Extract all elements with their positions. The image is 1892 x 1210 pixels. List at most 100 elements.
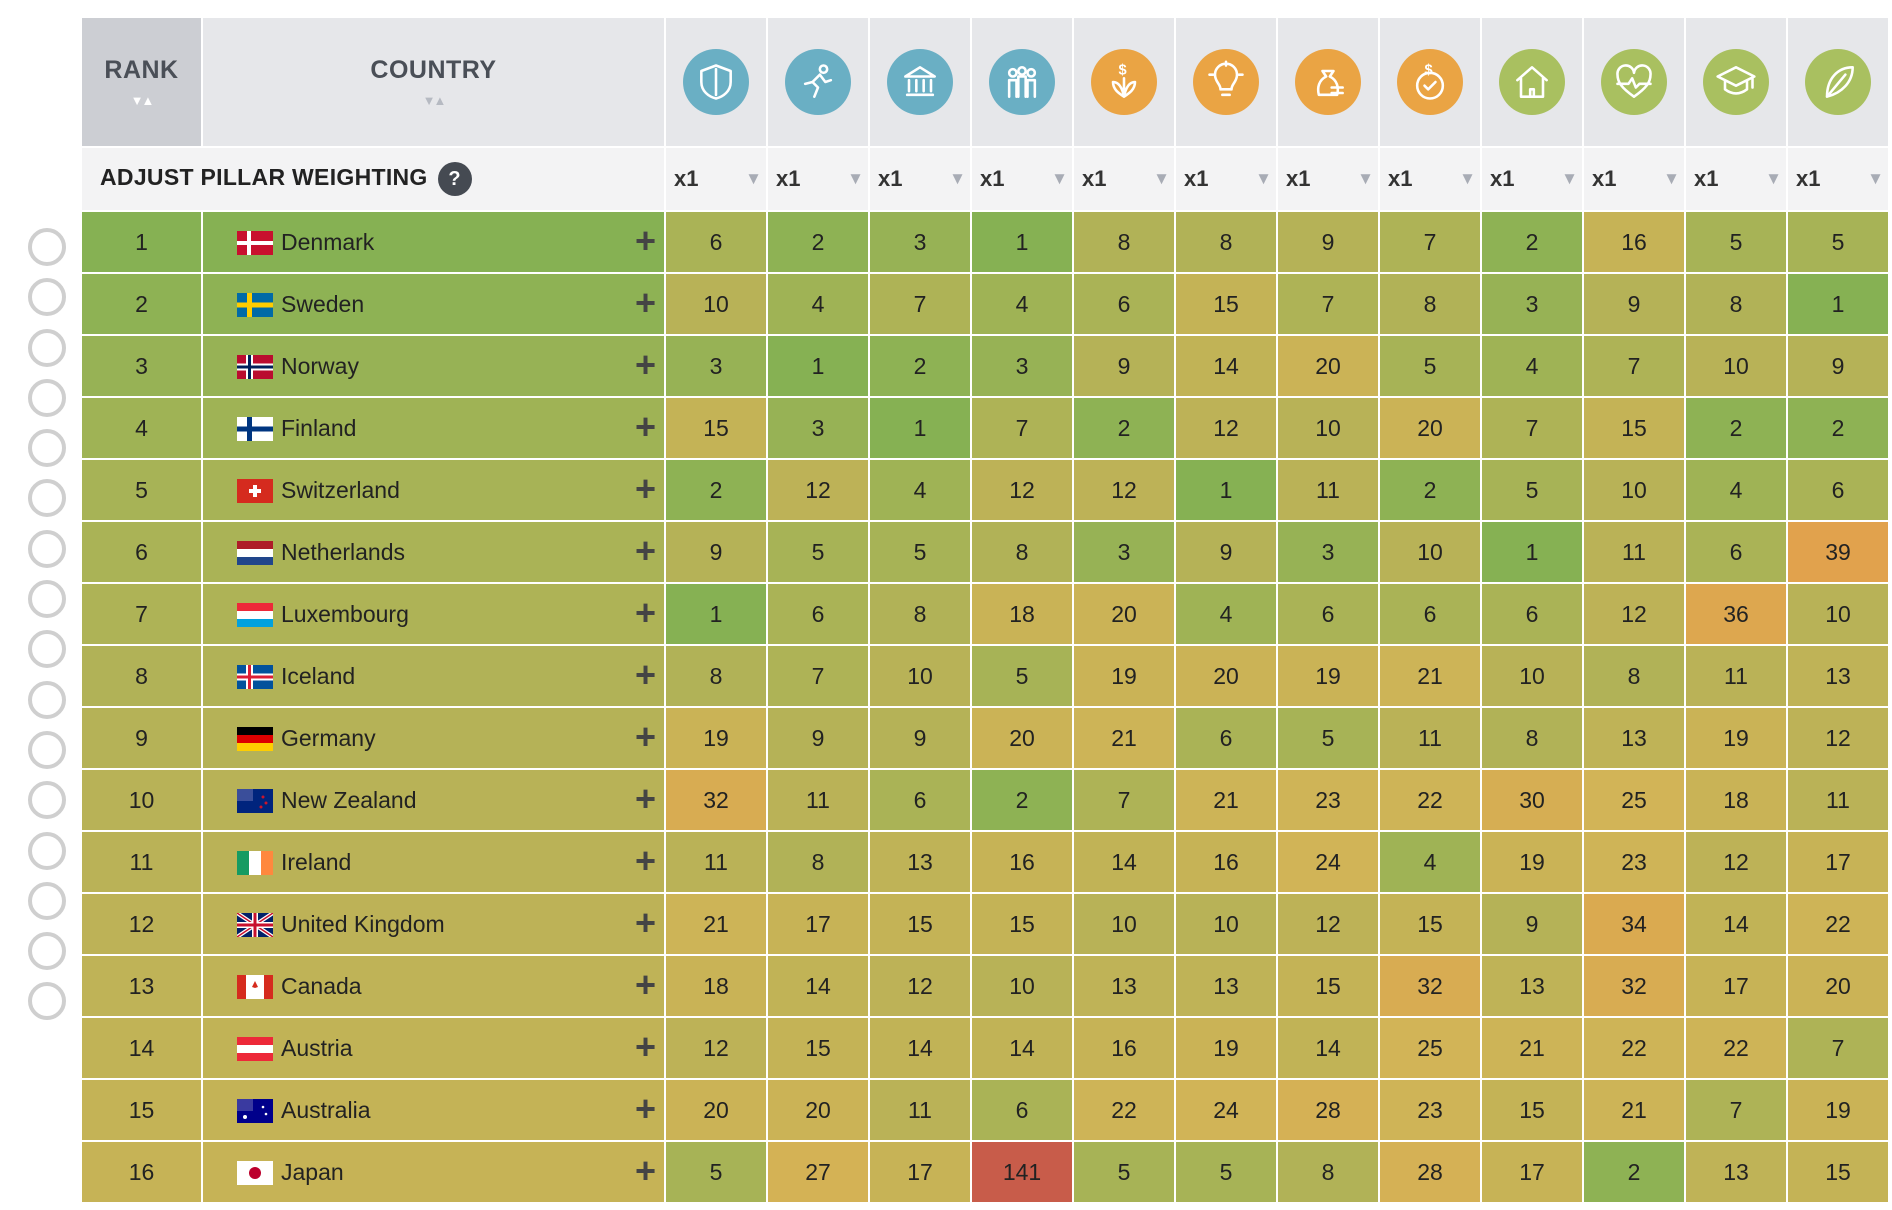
expand-plus-icon[interactable]: + [634,716,656,757]
weight-select[interactable]: x1 ▼ [1074,148,1174,210]
sort-icon[interactable]: ▼▲ [422,93,447,108]
row-radio[interactable] [28,630,66,669]
pillar-header-4[interactable] [972,18,1072,146]
pillar-header-10[interactable] [1584,18,1684,146]
expand-plus-icon[interactable]: + [634,592,656,633]
expand-plus-icon[interactable]: + [634,840,656,881]
expand-plus-icon[interactable]: + [634,1150,656,1191]
institution-icon[interactable] [887,49,953,115]
pillar-header-1[interactable] [666,18,766,146]
row-radio[interactable] [28,378,66,417]
weight-select[interactable]: x1 ▼ [1176,148,1276,210]
expand-plus-icon[interactable]: + [634,406,656,447]
expand-plus-icon[interactable]: + [634,1088,656,1129]
heart-icon[interactable] [1601,49,1667,115]
table-row[interactable]: 15 Australia +20 20 11 6 22 24 28 23 15 21 7 19 [82,1080,1888,1140]
expand-plus-icon[interactable]: + [634,778,656,819]
expand-plus-icon[interactable]: + [634,964,656,1005]
dropdown-arrow-icon[interactable]: ▼ [1357,169,1374,188]
expand-plus-icon[interactable]: + [634,220,656,261]
pillar-header-3[interactable] [870,18,970,146]
row-radio[interactable] [28,781,66,820]
pillar-header-9[interactable] [1482,18,1582,146]
pillar-header-6[interactable] [1176,18,1276,146]
dropdown-arrow-icon[interactable]: ▼ [1663,169,1680,188]
table-row[interactable]: 7 Luxembourg +1 6 8 18 20 4 6 6 6 12 36 10 [82,584,1888,644]
graduation-cap-icon[interactable] [1703,49,1769,115]
expand-plus-icon[interactable]: + [634,654,656,695]
country-column-header[interactable]: COUNTRY ▼▲ [203,18,664,146]
weight-select[interactable]: x1 ▼ [1788,148,1888,210]
table-row[interactable]: 13 Canada +18 14 12 10 13 13 15 32 13 32 17 20 [82,956,1888,1016]
row-radio[interactable] [28,328,66,367]
row-radio[interactable] [28,932,66,971]
dropdown-arrow-icon[interactable]: ▼ [847,169,864,188]
expand-plus-icon[interactable]: + [634,530,656,571]
help-icon[interactable]: ? [437,162,472,196]
table-row[interactable]: 12 United Kingdom +21 17 15 15 10 10 12 15 9 34 14 22 [82,894,1888,954]
dropdown-arrow-icon[interactable]: ▼ [1255,169,1272,188]
dropdown-arrow-icon[interactable]: ▼ [949,169,966,188]
row-radio[interactable] [28,580,66,619]
rank-column-header[interactable]: RANK ▼▲ [82,18,201,146]
house-icon[interactable] [1499,49,1565,115]
money-bag-icon[interactable] [1295,49,1361,115]
dropdown-arrow-icon[interactable]: ▼ [1765,169,1782,188]
table-row[interactable]: 9 Germany +19 9 9 20 21 6 5 11 8 13 19 12 [82,708,1888,768]
expand-plus-icon[interactable]: + [634,468,656,509]
table-row[interactable]: 4 Finland +15 3 1 7 2 12 10 20 7 15 2 2 [82,398,1888,458]
expand-plus-icon[interactable]: + [634,902,656,943]
row-radio[interactable] [28,680,66,719]
row-radio[interactable] [28,278,66,317]
expand-plus-icon[interactable]: + [634,344,656,385]
lightbulb-icon[interactable] [1193,49,1259,115]
dropdown-arrow-icon[interactable]: ▼ [1867,169,1884,188]
pillar-header-5[interactable]: $ [1074,18,1174,146]
table-row[interactable]: 5 Switzerland +2 12 4 12 12 1 11 2 5 10 4 6 [82,460,1888,520]
sort-icon[interactable]: ▼▲ [130,93,155,108]
table-row[interactable]: 3 Norway +3 1 2 3 9 14 20 5 4 7 10 9 [82,336,1888,396]
row-radio[interactable] [28,982,66,1021]
table-row[interactable]: 14 Austria +12 15 14 14 16 19 14 25 21 22 22 7 [82,1018,1888,1078]
weight-select[interactable]: x1 ▼ [870,148,970,210]
weight-select[interactable]: x1 ▼ [972,148,1072,210]
weight-select[interactable]: x1 ▼ [1380,148,1480,210]
table-row[interactable]: 6 Netherlands +9 5 5 8 3 9 3 10 1 11 6 39 [82,522,1888,582]
weight-select[interactable]: x1 ▼ [1584,148,1684,210]
pillar-header-8[interactable]: $ [1380,18,1480,146]
money-plant-icon[interactable]: $ [1091,49,1157,115]
pillar-header-11[interactable] [1686,18,1786,146]
dropdown-arrow-icon[interactable]: ▼ [1459,169,1476,188]
runner-icon[interactable] [785,49,851,115]
row-radio[interactable] [28,228,66,266]
table-row[interactable]: 16 Japan +5 27 17 141 5 5 8 28 17 2 13 15 [82,1142,1888,1202]
pillar-header-12[interactable] [1788,18,1888,146]
weight-select[interactable]: x1 ▼ [1686,148,1786,210]
row-radio[interactable] [28,881,66,920]
pillar-header-2[interactable] [768,18,868,146]
table-row[interactable]: 10 New Zealand +32 11 6 2 7 21 23 22 30 25 18 11 [82,770,1888,830]
dropdown-arrow-icon[interactable]: ▼ [745,169,762,188]
table-row[interactable]: 8 Iceland +8 7 10 5 19 20 19 21 10 8 11 13 [82,646,1888,706]
row-radio[interactable] [28,529,66,568]
dropdown-arrow-icon[interactable]: ▼ [1153,169,1170,188]
weight-select[interactable]: x1 ▼ [1482,148,1582,210]
row-radio[interactable] [28,479,66,518]
table-row[interactable]: 11 Ireland +11 8 13 16 14 16 24 4 19 23 12 17 [82,832,1888,892]
table-row[interactable]: 2 Sweden +10 4 7 4 6 15 7 8 3 9 8 1 [82,274,1888,334]
weight-select[interactable]: x1 ▼ [666,148,766,210]
weight-select[interactable]: x1 ▼ [1278,148,1378,210]
table-row[interactable]: 1 Denmark +6 2 3 1 8 8 9 7 2 16 5 5 [82,212,1888,272]
row-radio[interactable] [28,831,66,870]
expand-plus-icon[interactable]: + [634,1026,656,1067]
leaf-icon[interactable] [1805,49,1871,115]
row-radio[interactable] [28,730,66,769]
people-icon[interactable] [989,49,1055,115]
dropdown-arrow-icon[interactable]: ▼ [1561,169,1578,188]
row-radio[interactable] [28,429,66,468]
dropdown-arrow-icon[interactable]: ▼ [1051,169,1068,188]
expand-plus-icon[interactable]: + [634,282,656,323]
pillar-header-7[interactable] [1278,18,1378,146]
weight-select[interactable]: x1 ▼ [768,148,868,210]
dollar-check-icon[interactable]: $ [1397,49,1463,115]
